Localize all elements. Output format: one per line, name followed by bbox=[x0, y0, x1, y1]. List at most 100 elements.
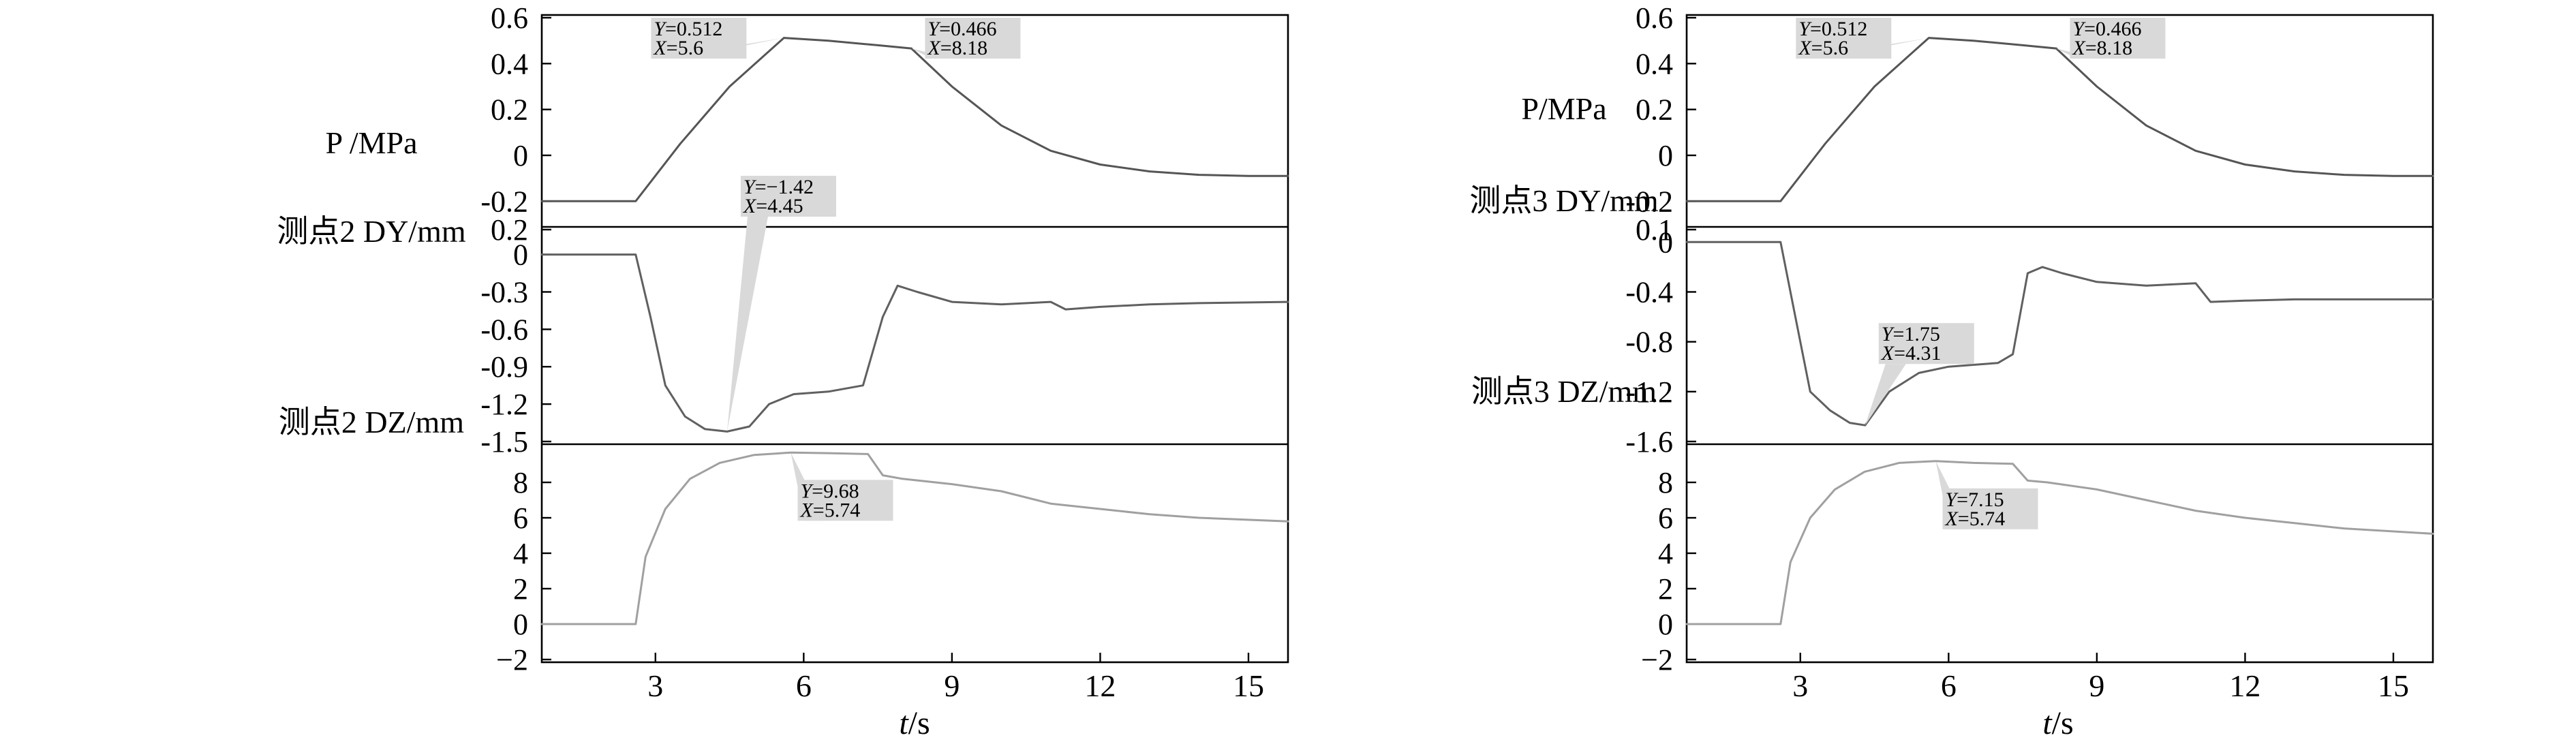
data-tip-x: X=5.74 bbox=[1944, 508, 2005, 530]
x-tick-label: 3 bbox=[1792, 668, 1808, 703]
y-tick-label: 2 bbox=[1658, 572, 1673, 606]
y-tick-label: -1.6 bbox=[1625, 425, 1673, 459]
y-axis-label: P /MPa bbox=[325, 125, 417, 160]
y-tick-label: 0 bbox=[513, 139, 528, 172]
data-tip-box bbox=[1878, 323, 1974, 365]
series-line bbox=[540, 253, 1289, 433]
data-tip-x: X=5.74 bbox=[799, 499, 860, 521]
x-axis-label: t/s bbox=[2042, 705, 2073, 741]
x-tick-label: 6 bbox=[1941, 668, 1957, 703]
y-tick-label: 0 bbox=[513, 238, 528, 272]
data-tip-box bbox=[651, 18, 747, 59]
data-tip-x: X=8.18 bbox=[2072, 37, 2132, 59]
y-tick-label: -0.2 bbox=[1625, 185, 1673, 218]
data-tip-box bbox=[1942, 488, 2038, 529]
data-tip-y: Y=0.466 bbox=[2072, 18, 2141, 40]
y-tick-label: -1.2 bbox=[1625, 375, 1673, 409]
data-tip-x: X=4.31 bbox=[1881, 342, 1942, 365]
y-tick-label: 0.4 bbox=[491, 47, 528, 80]
data-tip: Y=1.75X=4.31 bbox=[1865, 323, 1974, 426]
data-tip: Y=9.68X=5.74 bbox=[791, 452, 893, 521]
data-tip-pointer bbox=[1865, 364, 1906, 426]
series-line bbox=[1685, 37, 2434, 202]
data-tip-y: Y=−1.42 bbox=[743, 176, 814, 198]
y-tick-label: 2 bbox=[513, 572, 528, 606]
y-tick-label: 0.2 bbox=[491, 213, 528, 247]
y-tick-label: 0 bbox=[1658, 226, 1673, 259]
y-tick-label: 8 bbox=[1658, 466, 1673, 499]
x-axis-label: t/s bbox=[899, 705, 930, 741]
y-tick-label: -0.2 bbox=[480, 185, 528, 218]
series-line bbox=[1685, 460, 2434, 625]
y-tick-label: 0 bbox=[1658, 139, 1673, 172]
series-line bbox=[540, 451, 1289, 625]
y-tick-label: 6 bbox=[513, 501, 528, 535]
y-tick-label: 8 bbox=[513, 466, 528, 499]
data-tip-x: X=5.6 bbox=[653, 37, 703, 59]
y-tick-label: -0.9 bbox=[480, 350, 528, 384]
y-tick-label: 4 bbox=[513, 537, 528, 570]
x-tick-label: 15 bbox=[2378, 668, 2409, 703]
y-tick-label: 0.2 bbox=[491, 93, 528, 127]
data-tip-box bbox=[925, 18, 1021, 59]
data-tip: Y=7.15X=5.74 bbox=[1935, 461, 2038, 530]
x-tick-label: 3 bbox=[647, 668, 663, 703]
y-tick-label: -0.6 bbox=[480, 313, 528, 346]
chart-panel-right: -0.200.20.40.6P/MPaY=0.512X=5.6Y=0.466X=… bbox=[1469, 1, 2434, 741]
y-tick-label: -0.4 bbox=[1625, 275, 1673, 309]
data-tip-box bbox=[2070, 18, 2166, 59]
x-tick-label: 12 bbox=[2229, 668, 2260, 703]
y-tick-label: 6 bbox=[1658, 501, 1673, 535]
subplot-2: -1.5 -1.2 -0.9 -0.6 -0.300.2 测点2 DY/mm Y=−1.42… bbox=[277, 176, 1289, 459]
y-tick-label: 0 bbox=[513, 608, 528, 641]
subplot-1: -0.200.20.40.6P /MPaY=0.512X=5.6Y=0.466X… bbox=[325, 1, 1289, 218]
y-axis-label: 测点2 DY/mm bbox=[277, 214, 466, 249]
y-tick-label: 4 bbox=[1658, 537, 1673, 570]
y-tick-label: -0.8 bbox=[1625, 326, 1673, 359]
data-tip-y: Y=0.512 bbox=[1798, 18, 1867, 40]
data-tip-box bbox=[740, 176, 836, 217]
x-tick-label: 9 bbox=[2089, 668, 2104, 703]
y-axis-label: P/MPa bbox=[1521, 91, 1606, 126]
y-tick-label: −2 bbox=[496, 643, 528, 677]
y-tick-label: 0.6 bbox=[1636, 1, 1673, 35]
data-tip-y: Y=7.15 bbox=[1945, 489, 2004, 511]
y-tick-label: -0.3 bbox=[480, 275, 528, 309]
y-tick-label: 0.2 bbox=[1636, 93, 1673, 127]
plot-frame bbox=[540, 14, 1289, 664]
y-axis-label: 测点2 DZ/mm bbox=[279, 405, 464, 439]
y-tick-label: -1.2 bbox=[480, 388, 528, 421]
chart-panel-left: -0.200.20.40.6P /MPaY=0.512X=5.6Y=0.466X… bbox=[277, 1, 1289, 741]
data-tip-x: X=4.45 bbox=[743, 195, 803, 217]
data-tip-box bbox=[1796, 18, 1892, 59]
plot-frame bbox=[1685, 14, 2434, 664]
data-tip-y: Y=0.466 bbox=[927, 18, 996, 40]
data-tip-y: Y=1.75 bbox=[1882, 323, 1940, 345]
y-axis-label: 测点3 DY/mm bbox=[1469, 183, 1659, 218]
y-axis-label: 测点3 DZ/mm bbox=[1471, 374, 1657, 409]
x-tick-label: 12 bbox=[1084, 668, 1116, 703]
x-tick-label: 15 bbox=[1233, 668, 1264, 703]
y-tick-label: -1.5 bbox=[480, 425, 528, 459]
subplot-1: -0.200.20.40.6P/MPaY=0.512X=5.6Y=0.466X=… bbox=[1521, 1, 2434, 218]
y-tick-label: −2 bbox=[1641, 643, 1673, 677]
data-tip-y: Y=0.512 bbox=[654, 18, 722, 40]
data-tip-y: Y=9.68 bbox=[800, 480, 859, 502]
series-line bbox=[1685, 241, 2434, 427]
series-line bbox=[540, 37, 1289, 202]
data-tip-x: X=5.6 bbox=[1798, 37, 1848, 59]
data-tip-pointer bbox=[726, 217, 768, 432]
x-tick-label: 9 bbox=[944, 668, 960, 703]
y-tick-label: 0.6 bbox=[491, 1, 528, 35]
data-tip-x: X=8.18 bbox=[927, 37, 987, 59]
x-tick-label: 6 bbox=[796, 668, 812, 703]
y-tick-label: 0 bbox=[1658, 608, 1673, 641]
